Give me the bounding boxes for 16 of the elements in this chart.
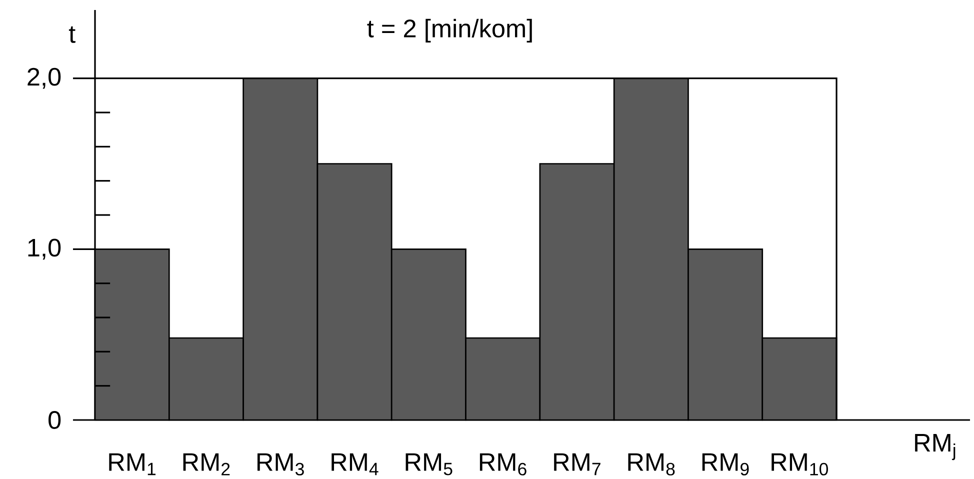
- x-tick-label: RM$_{9}$: [702, 453, 749, 476]
- y-tick-label: 0: [48, 411, 61, 429]
- x-tick-label: RM$_{3}$: [257, 453, 304, 476]
- y-tick-label: 1,0: [28, 238, 61, 260]
- x-tick-label: RM$_{1}$: [109, 453, 156, 476]
- y-tick-label: 2,0: [28, 68, 61, 89]
- x-tick-label: RM$_{6}$: [480, 453, 526, 476]
- x-tick-label: RM$_{2}$: [183, 453, 230, 476]
- x-axis-title: RM$_{j}$: [915, 434, 956, 460]
- x-tick-label: RM$_{5}$: [406, 453, 452, 476]
- x-tick-label: RM$_{7}$: [554, 453, 600, 476]
- x-tick-label: RM$_{10}$: [772, 453, 828, 476]
- x-tick-label: RM$_{8}$: [628, 453, 675, 476]
- x-tick-label: RM$_{4}$: [332, 453, 378, 476]
- chart-title: t = 2 [min/kom]: [367, 18, 532, 42]
- y-axis-title: t: [68, 26, 76, 43]
